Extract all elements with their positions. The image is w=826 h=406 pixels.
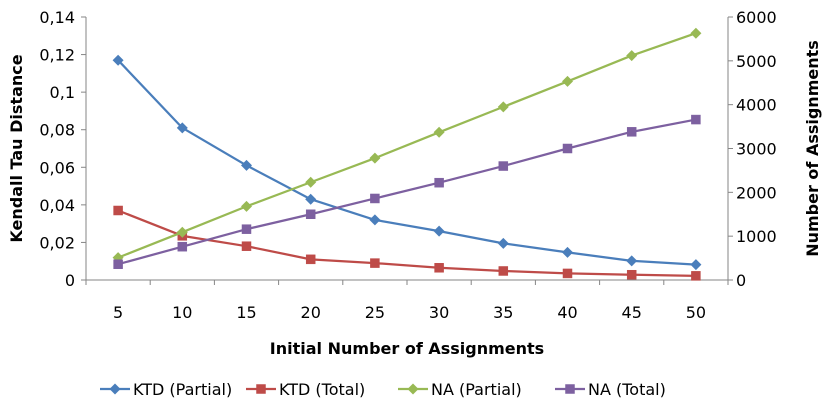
series-line [117, 118, 697, 266]
x-axis-title: Initial Number of Assignments [270, 339, 544, 358]
data-point [370, 258, 380, 268]
series-na-total [113, 114, 701, 269]
data-point [176, 226, 188, 238]
y-axis-title-left: Kendall Tau Distance [7, 54, 26, 242]
data-point [626, 50, 638, 62]
data-point [690, 259, 702, 271]
legend-item: KTD (Total) [246, 380, 365, 399]
data-point [691, 271, 701, 281]
legend-swatch-marker [256, 384, 266, 394]
data-point [241, 159, 252, 171]
data-point [497, 101, 509, 113]
data-point [305, 254, 316, 265]
data-point [434, 263, 444, 273]
data-point [497, 237, 509, 249]
data-point [305, 209, 316, 219]
data-point [241, 241, 252, 251]
series-ktd-partial [112, 54, 702, 271]
series-ktd-total [113, 205, 701, 281]
y-tick-label-left: 0,12 [39, 46, 75, 65]
y-tick-label-left: 0,08 [39, 121, 75, 140]
legend-label: NA (Partial) [431, 380, 522, 399]
tick-labels: 0 0,02 0,04 0,06 0,08 0,1 0,12 0,14 0 1000 2000 300… [39, 8, 776, 322]
y-tick-label-right: 2000 [736, 183, 777, 202]
legend: KTD (Partial) KTD (Total) NA (Partial) NA (… [100, 380, 666, 399]
data-point [241, 200, 252, 212]
data-point [112, 54, 124, 66]
x-tick-label: 15 [236, 303, 256, 322]
legend-item: KTD (Partial) [100, 380, 232, 399]
y-tick-label-left: 0,06 [39, 158, 75, 177]
x-tick-label: 40 [557, 303, 577, 322]
x-tick-label: 30 [429, 303, 449, 322]
data-point [369, 152, 381, 164]
series-line [117, 32, 697, 259]
data-point [177, 241, 188, 252]
data-point [241, 224, 252, 234]
legend-label: KTD (Partial) [133, 380, 232, 399]
data-point [498, 161, 509, 171]
y-tick-label-left: 0 [65, 271, 75, 290]
legend-label: NA (Total) [588, 380, 666, 399]
data-point [562, 143, 573, 154]
data-point [562, 268, 573, 279]
y-axis-title-right: Number of Assignments [803, 40, 822, 257]
data-point [305, 176, 317, 188]
legend-item: NA (Partial) [398, 380, 522, 399]
data-point [176, 122, 188, 134]
y-tick-label-left: 0,1 [50, 83, 75, 102]
x-tick-label: 10 [172, 303, 192, 322]
y-tick-label-left: 0,04 [39, 196, 75, 215]
data-point [562, 75, 573, 87]
data-point [370, 193, 380, 204]
x-tick-label: 45 [622, 303, 642, 322]
data-series [112, 27, 702, 281]
y-tick-label-left: 0,14 [39, 8, 75, 27]
series-na-partial [112, 27, 702, 264]
x-tick-label: 35 [493, 303, 513, 322]
data-point [434, 177, 444, 188]
x-tick-label: 25 [365, 303, 385, 322]
chart-axes [81, 16, 733, 285]
data-point [626, 127, 637, 137]
legend-swatch-marker [109, 383, 121, 395]
y-tick-label-right: 1000 [736, 227, 777, 246]
data-point [433, 225, 445, 237]
data-point [113, 205, 123, 216]
data-point [626, 269, 637, 280]
y-tick-label-right: 5000 [736, 52, 777, 71]
data-point [691, 114, 701, 125]
legend-swatch-marker [565, 384, 575, 394]
data-point [626, 255, 638, 267]
y-tick-label-right: 6000 [736, 8, 777, 27]
x-tick-label: 20 [301, 303, 321, 322]
data-point [369, 214, 381, 226]
y-tick-label-right: 0 [736, 271, 746, 290]
data-point [113, 259, 123, 269]
x-tick-label: 5 [113, 303, 123, 322]
y-tick-label-right: 4000 [736, 96, 777, 115]
y-tick-label-left: 0,02 [39, 233, 75, 252]
data-point [562, 246, 573, 258]
data-point [433, 126, 445, 138]
legend-swatch-marker [407, 383, 419, 395]
series-line [117, 59, 696, 266]
data-point [690, 27, 702, 39]
y-tick-label-right: 3000 [736, 140, 777, 159]
legend-item: NA (Total) [555, 380, 666, 399]
data-point [305, 193, 317, 205]
series-line [117, 209, 696, 277]
data-point [498, 266, 509, 276]
legend-label: KTD (Total) [279, 380, 365, 399]
x-tick-label: 50 [686, 303, 706, 322]
